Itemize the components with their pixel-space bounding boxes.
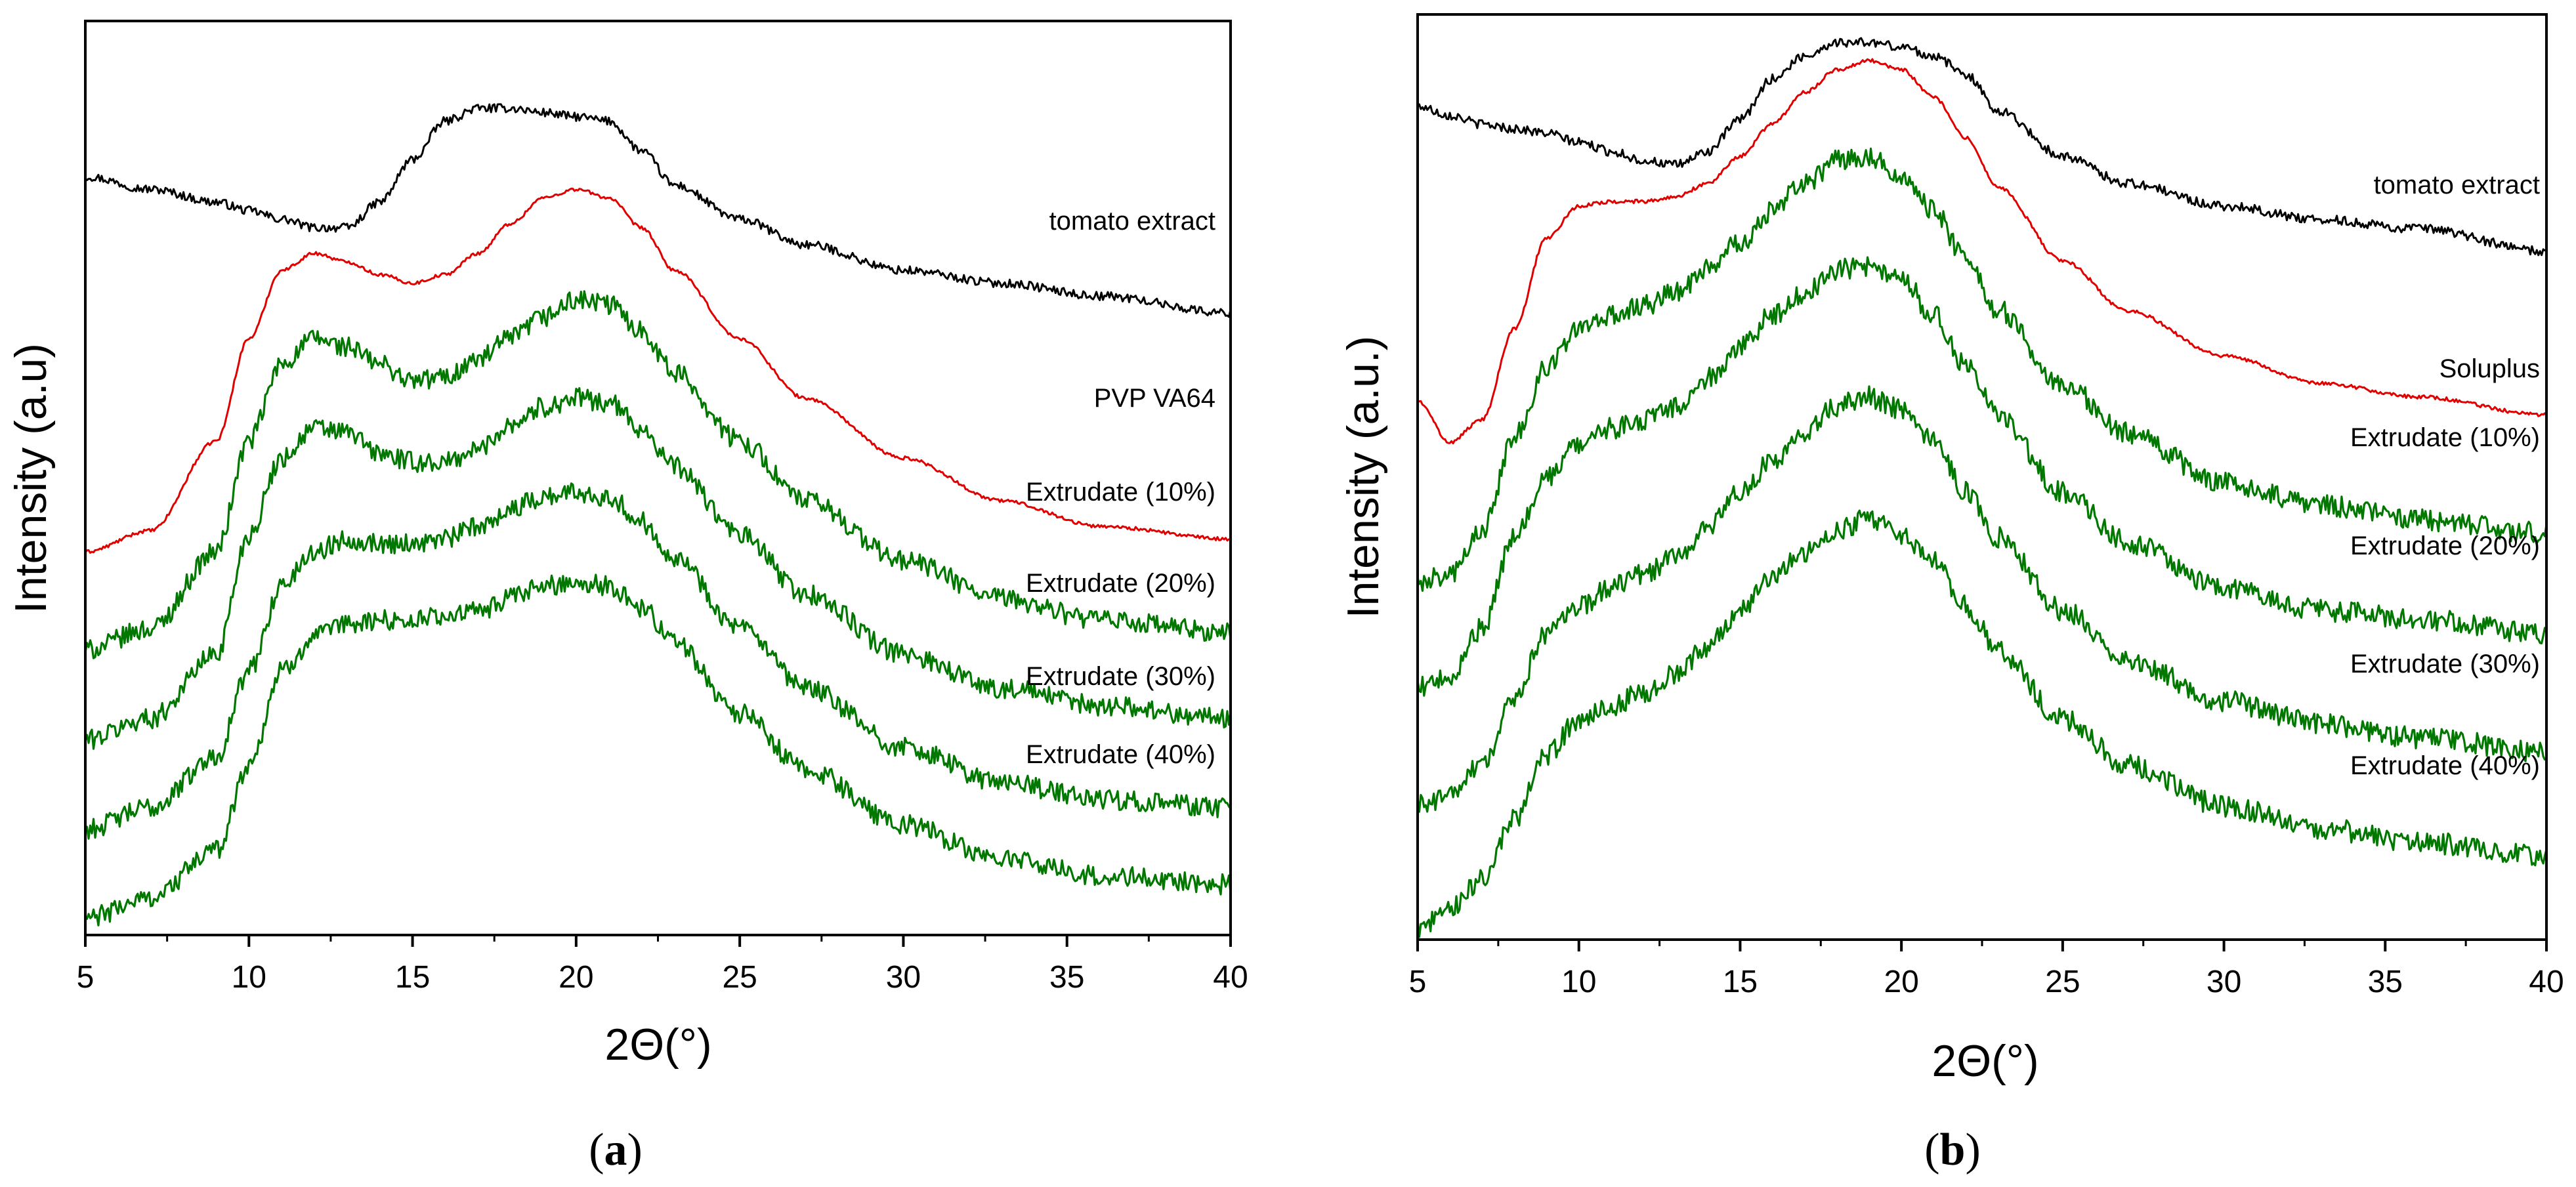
panel-b-series-extrudate-10 — [1416, 147, 2548, 592]
panel-a: 5 10 15 20 25 30 35 40 tomato extract PVP VA64 … — [6, 20, 1248, 1175]
panel-b-x-tick-label: 25 — [2045, 965, 2080, 999]
panel-a-x-axis-title: 2Θ(°) — [604, 1020, 711, 1070]
panel-a-x-tick-label: 40 — [1213, 960, 1248, 995]
panel-a-series-extrudate-30 — [84, 482, 1232, 840]
panel-a-label-extrudate-40: Extrudate (40%) — [1026, 740, 1215, 769]
panel-a-label-tomato-extract: tomato extract — [1049, 207, 1215, 236]
panel-b-series-tomato-extract — [1417, 37, 2547, 257]
panel-a-label-extrudate-20: Extrudate (20%) — [1026, 569, 1215, 598]
panel-b-ticks — [1416, 940, 2548, 951]
panel-a-curves — [84, 103, 1232, 927]
panel-b-series-extrudate-30 — [1416, 385, 2547, 813]
panel-a-x-tick-label: 30 — [886, 960, 921, 995]
panel-a-x-tick-label: 10 — [232, 960, 266, 995]
panel-b-y-axis-title: Intensity (a.u.) — [1338, 336, 1388, 619]
panel-b-label: (b) — [1924, 1125, 1981, 1175]
panel-a-label-extrudate-10: Extrudate (10%) — [1026, 478, 1215, 507]
panel-a-tick-labels: 5 10 15 20 25 30 35 40 — [77, 960, 1248, 995]
panel-b-label-extrudate-40: Extrudate (40%) — [2350, 751, 2540, 780]
panel-a-series-extrudate-20 — [84, 387, 1232, 750]
panel-b-label-extrudate-30: Extrudate (30%) — [2350, 650, 2540, 678]
panel-b-label-tomato-extract: tomato extract — [2374, 171, 2540, 199]
panel-b-x-tick-label: 10 — [1561, 965, 1596, 999]
panel-a-series-pvp-va64 — [84, 188, 1231, 554]
panel-b: 5 10 15 20 25 30 35 40 tomato extract Soluplus … — [1338, 13, 2564, 1175]
panel-b-series-soluplus — [1417, 58, 2548, 445]
panel-b-x-tick-label: 40 — [2529, 965, 2564, 999]
panel-a-series-extrudate-40 — [85, 573, 1232, 927]
panel-b-series-extrudate-20 — [1416, 256, 2548, 697]
panel-b-label-extrudate-20: Extrudate (20%) — [2350, 531, 2540, 560]
panel-b-label-extrudate-10: Extrudate (10%) — [2350, 423, 2540, 452]
panel-b-x-axis-title: 2Θ(°) — [1932, 1036, 2038, 1086]
panel-b-curves — [1416, 37, 2548, 938]
panel-a-series-extrudate-10 — [84, 290, 1232, 659]
panel-b-x-tick-label: 20 — [1884, 965, 1918, 999]
panel-a-y-axis-title: Intensity (a.u) — [6, 343, 56, 614]
panel-a-x-tick-label: 35 — [1049, 960, 1084, 995]
panel-b-label-soluplus: Soluplus — [2439, 354, 2540, 383]
panel-a-x-tick-label: 25 — [722, 960, 757, 995]
panel-b-x-tick-label: 30 — [2206, 965, 2241, 999]
panel-a-label-extrudate-30: Extrudate (30%) — [1026, 662, 1215, 691]
panel-b-series-extrudate-40 — [1416, 509, 2548, 938]
panel-b-tick-labels: 5 10 15 20 25 30 35 40 — [1409, 965, 2564, 999]
panel-a-label-pvp-va64: PVP VA64 — [1094, 384, 1215, 413]
panel-b-x-tick-label: 15 — [1723, 965, 1758, 999]
panel-b-plot-frame — [1416, 13, 2548, 941]
panel-a-x-tick-label: 15 — [395, 960, 430, 995]
panel-b-x-tick-label: 35 — [2368, 965, 2403, 999]
panel-a-label: (a) — [589, 1125, 643, 1175]
panel-a-x-tick-label: 20 — [559, 960, 593, 995]
panel-b-x-tick-label: 5 — [1409, 965, 1427, 999]
panel-a-series-tomato-extract — [84, 103, 1232, 318]
panel-a-x-tick-label: 5 — [77, 960, 95, 995]
panel-a-ticks — [84, 935, 1232, 947]
